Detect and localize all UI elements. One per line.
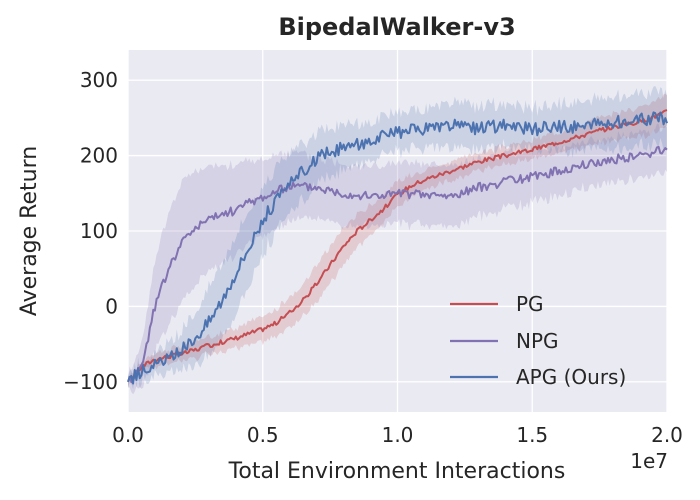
y-tick-label: −100 [63,370,118,394]
x-axis-label: Total Environment Interactions [228,459,566,484]
band-0 [128,93,667,388]
y-tick-label: 0 [105,294,118,318]
y-tick-label: 200 [80,144,118,168]
legend-item-pg: PG [450,292,544,316]
x-tick-label: 1.0 [382,423,414,447]
confidence-bands [128,86,667,395]
legend-label-apg: APG (Ours) [516,365,626,389]
tick-labels: 0.0 0.5 1.0 1.5 2.0 −100 0 100 200 300 [63,68,683,447]
band-2 [128,86,667,390]
y-tick-label: 100 [80,219,118,243]
chart-title: BipedalWalker-v3 [278,13,515,41]
legend: PG NPG APG (Ours) [450,292,626,389]
x-tick-label: 2.0 [651,423,683,447]
series-lines [127,109,668,385]
legend-label-pg: PG [516,292,544,316]
x-tick-label: 1.5 [516,423,548,447]
y-axis-label: Average Return [17,146,42,316]
x-tick-label: 0.5 [247,423,279,447]
y-tick-label: 300 [80,68,118,92]
legend-item-npg: NPG [450,329,559,353]
grid [127,50,668,412]
band-1 [128,123,667,395]
x-axis-scale-label: 1e7 [630,449,668,473]
legend-label-npg: NPG [516,329,559,353]
x-tick-label: 0.0 [112,423,144,447]
series-line-2 [127,111,668,385]
series-line-0 [127,109,668,383]
series-line-1 [127,145,668,383]
legend-item-apg: APG (Ours) [450,365,626,389]
